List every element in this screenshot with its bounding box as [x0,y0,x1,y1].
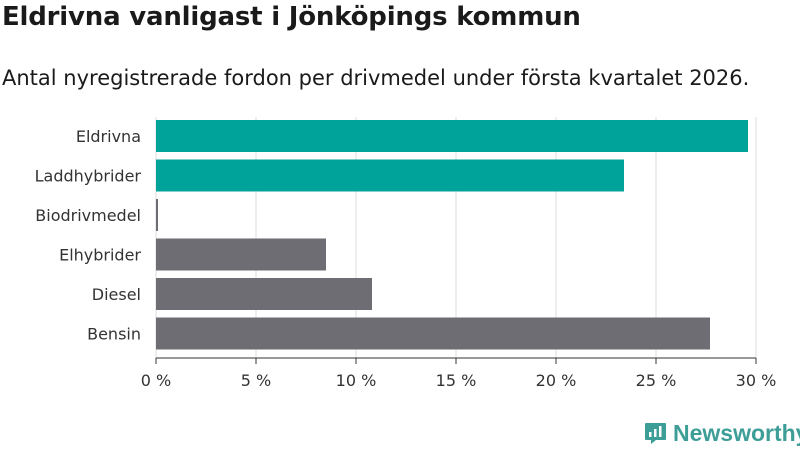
x-tick-label: 15 % [436,371,477,390]
bar-diesel [156,278,372,310]
bar-bensin [156,317,710,350]
category-labels: Eldrivna Laddhybrider Biodrivmedel Elhybrid… [35,127,142,344]
category-label: Biodrivmedel [35,206,141,225]
category-label: Elhybrider [59,246,141,265]
bars [156,120,748,350]
brand-name: Newsworthy [673,420,800,446]
bar-chart: Eldrivna Laddhybrider Biodrivmedel Elhybrid… [35,117,777,390]
x-tick-label: 10 % [336,371,377,390]
bar-elhybrider [156,238,326,271]
newsworthy-logo-icon [645,423,666,444]
bar-laddhybrider [156,159,624,192]
newsworthy-logo: Newsworthy [644,420,800,447]
x-tick-label: 30 % [736,371,777,390]
x-tick-label: 5 % [241,371,271,390]
gridlines [155,117,757,358]
chart-subtitle: Antal nyregistrerade fordon per drivmede… [2,66,750,90]
x-axis-ticks: 0 % 5 % 10 % 15 % 20 % 25 % 30 % [141,357,777,390]
x-tick-label: 0 % [141,371,171,390]
x-tick-label: 20 % [536,371,577,390]
bar-eldrivna [156,120,748,152]
category-label: Diesel [92,285,141,304]
chart-title: Eldrivna vanligast i Jönköpings kommun [2,2,581,32]
category-label: Laddhybrider [35,167,142,186]
category-label: Bensin [87,325,141,344]
x-tick-label: 25 % [636,371,677,390]
bar-biodrivmedel [156,199,158,231]
category-label: Eldrivna [76,127,141,146]
